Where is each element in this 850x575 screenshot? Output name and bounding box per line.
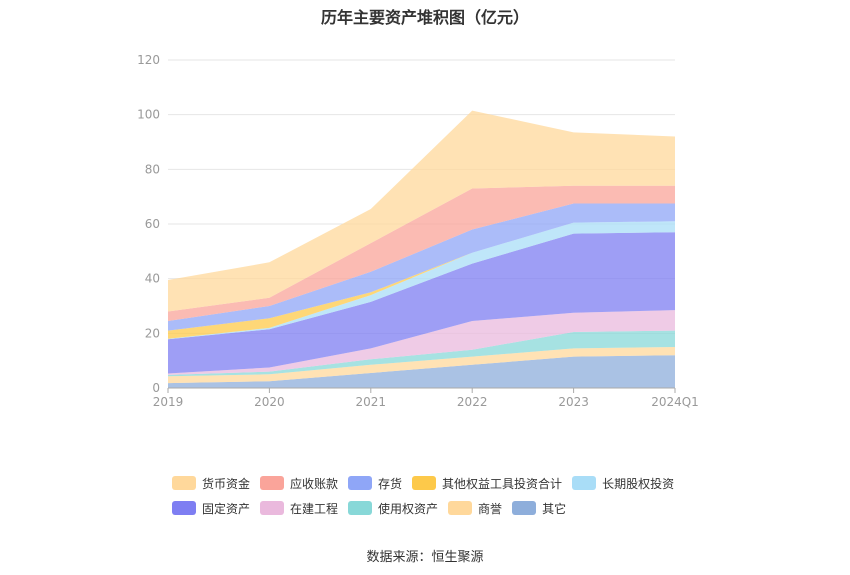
series-area-3 bbox=[168, 310, 675, 375]
legend-swatch bbox=[448, 501, 473, 515]
legend-swatch bbox=[572, 476, 597, 490]
legend-label: 固定资产 bbox=[202, 501, 251, 516]
legend-label: 在建工程 bbox=[290, 501, 339, 516]
legend-label: 存货 bbox=[378, 476, 403, 491]
series-area-2 bbox=[168, 330, 675, 377]
x-tick-label: 2019 bbox=[153, 395, 184, 409]
legend-swatch bbox=[260, 476, 285, 490]
legend-item[interactable]: 商誉 bbox=[448, 500, 502, 517]
series-area-7 bbox=[168, 203, 675, 331]
series-area-4 bbox=[168, 232, 675, 374]
legend-swatch bbox=[172, 476, 196, 490]
legend-row: 货币资金 应收账款 存货 其他权益工具投资合计 长期股权投资 bbox=[172, 472, 692, 494]
legend-swatch bbox=[348, 476, 373, 490]
legend-item[interactable]: 货币资金 bbox=[172, 475, 250, 492]
y-tick-label: 60 bbox=[145, 217, 160, 231]
legend-swatch bbox=[512, 501, 537, 515]
legend-row: 固定资产 在建工程 使用权资产 商誉 其它 bbox=[172, 497, 692, 519]
legend-item[interactable]: 使用权资产 bbox=[348, 500, 438, 517]
stacked-area-chart: 0 20 40 60 80 100 120 2019 2020 2021 2022 2023 2024Q… bbox=[137, 53, 699, 409]
y-tick-label: 120 bbox=[137, 53, 160, 67]
series-area-6 bbox=[168, 221, 675, 339]
series-area-0 bbox=[168, 355, 675, 388]
series-area-5 bbox=[168, 221, 675, 340]
legend-swatch bbox=[260, 501, 285, 515]
x-tick-label: 2023 bbox=[558, 395, 589, 409]
x-tick-label: 2024Q1 bbox=[651, 395, 699, 409]
series-area-9 bbox=[168, 110, 675, 312]
legend-label: 货币资金 bbox=[202, 476, 251, 491]
legend-label: 使用权资产 bbox=[378, 501, 439, 516]
legend-swatch bbox=[348, 501, 373, 515]
legend-label: 长期股权投资 bbox=[602, 476, 675, 491]
series-area-8 bbox=[168, 185, 675, 321]
x-tick-label: 2020 bbox=[254, 395, 285, 409]
x-tick-label: 2022 bbox=[457, 395, 488, 409]
legend-item[interactable]: 在建工程 bbox=[260, 500, 338, 517]
y-tick-label: 100 bbox=[137, 108, 160, 122]
y-tick-label: 80 bbox=[145, 162, 160, 176]
legend-item[interactable]: 存货 bbox=[348, 475, 402, 492]
legend-label: 其它 bbox=[542, 501, 567, 516]
chart-legend: 货币资金 应收账款 存货 其他权益工具投资合计 长期股权投资 固定资产 在建工程 使用权资产… bbox=[172, 472, 692, 522]
legend-item[interactable]: 应收账款 bbox=[260, 475, 338, 492]
legend-label: 应收账款 bbox=[290, 476, 339, 491]
y-tick-label: 40 bbox=[145, 272, 160, 286]
legend-item[interactable]: 其他权益工具投资合计 bbox=[412, 475, 562, 492]
y-tick-label: 0 bbox=[152, 381, 160, 395]
legend-swatch bbox=[172, 501, 196, 515]
source-note: 数据来源：恒生聚源 bbox=[366, 550, 484, 565]
y-tick-label: 20 bbox=[145, 326, 160, 340]
series-area-1 bbox=[168, 347, 675, 384]
x-tick-label: 2021 bbox=[356, 395, 387, 409]
chart-title: 历年主要资产堆积图（亿元） bbox=[320, 8, 529, 27]
legend-item[interactable]: 固定资产 bbox=[172, 500, 250, 517]
legend-label: 商誉 bbox=[478, 501, 503, 516]
legend-item[interactable]: 其它 bbox=[512, 500, 566, 517]
legend-label: 其他权益工具投资合计 bbox=[442, 476, 563, 491]
legend-swatch bbox=[412, 476, 437, 490]
legend-item[interactable]: 长期股权投资 bbox=[572, 475, 674, 492]
